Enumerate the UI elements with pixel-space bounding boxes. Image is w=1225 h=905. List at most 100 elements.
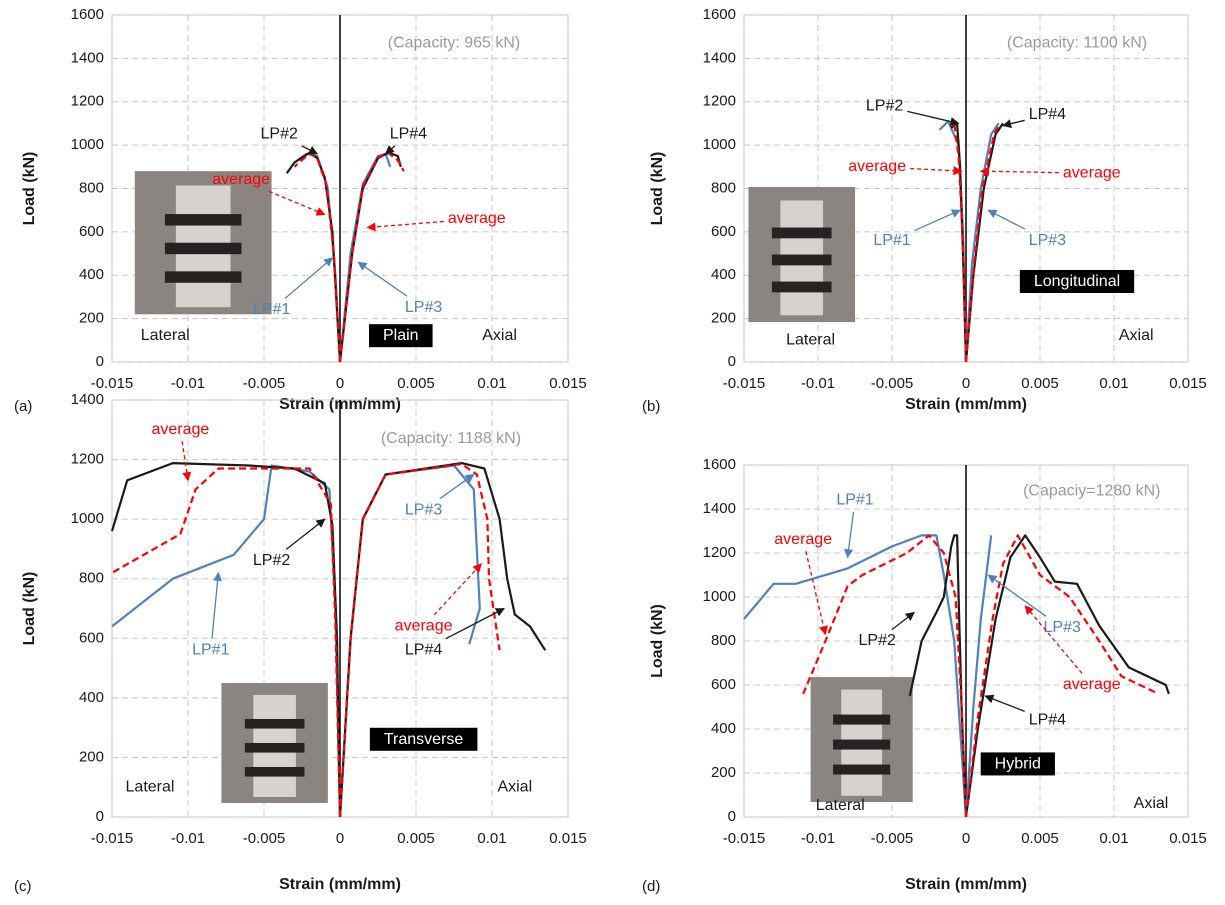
photo-band — [244, 766, 305, 777]
y-tick-label: 200 — [711, 310, 736, 327]
series-label: LP#3 — [1029, 232, 1066, 249]
series-label: average — [448, 210, 506, 227]
panel-label: (b) — [642, 398, 660, 415]
label-arrow — [1024, 605, 1083, 674]
data-line — [953, 123, 968, 363]
y-tick-label: 1000 — [703, 588, 736, 605]
series-label: LP#3 — [405, 299, 442, 316]
data-line — [293, 152, 342, 363]
region-label: Lateral — [816, 797, 865, 814]
y-tick-label: 1400 — [71, 391, 104, 408]
x-tick-label: 0.005 — [397, 830, 435, 847]
mode-label: Plain — [383, 327, 419, 344]
y-tick-label: 0 — [96, 353, 104, 370]
label-arrow — [181, 441, 192, 482]
data-line — [964, 535, 993, 818]
x-tick-label: -0.015 — [91, 375, 134, 392]
photo-band — [164, 214, 242, 226]
label-arrow — [285, 518, 326, 550]
y-tick-label: 1400 — [703, 49, 736, 66]
label-arrow — [984, 694, 1025, 712]
y-tick-label: 200 — [711, 764, 736, 781]
mode-label: Hybrid — [995, 755, 1041, 772]
series-label: LP#2 — [859, 632, 896, 649]
y-tick-label: 1200 — [71, 451, 104, 468]
series-label: LP#4 — [1029, 711, 1066, 728]
label-arrow — [445, 607, 505, 640]
y-tick-label: 1400 — [71, 49, 104, 66]
x-tick-label: 0.01 — [477, 375, 506, 392]
data-line — [964, 122, 1000, 363]
specimen-photo — [748, 186, 855, 323]
y-tick-label: 1000 — [703, 136, 736, 153]
mode-box — [980, 752, 1055, 776]
y-tick-label: 1400 — [703, 500, 736, 517]
label-arrow — [439, 473, 475, 500]
x-tick-label: 0.015 — [1169, 375, 1207, 392]
region-label: Axial — [1134, 795, 1169, 812]
y-tick-label: 800 — [711, 632, 736, 649]
data-line — [338, 152, 405, 363]
mode-box — [369, 727, 478, 751]
specimen-photo — [810, 677, 913, 803]
series-label: LP#2 — [261, 126, 298, 143]
label-arrow — [301, 145, 319, 155]
y-tick-label: 800 — [79, 179, 104, 196]
region-label: Axial — [497, 778, 532, 795]
y-tick-label: 1000 — [71, 510, 104, 527]
label-arrow — [211, 571, 223, 639]
panel-label: (c) — [14, 878, 32, 895]
x-tick-label: -0.015 — [91, 830, 134, 847]
region-label: Axial — [482, 327, 517, 344]
label-arrow — [1002, 119, 1025, 129]
mode-box — [369, 324, 433, 348]
x-tick-label: 0 — [962, 830, 970, 847]
region-label: Lateral — [126, 778, 175, 795]
y-tick-label: 1200 — [703, 544, 736, 561]
series-label: LP#3 — [405, 501, 442, 518]
label-arrow — [805, 551, 828, 636]
label-arrow — [357, 261, 408, 297]
series-label: LP#4 — [405, 641, 442, 658]
data-line — [964, 122, 1004, 363]
series-label: LP#2 — [866, 97, 903, 114]
series-label: LP#4 — [1029, 106, 1066, 123]
label-arrow — [384, 145, 396, 155]
region-label: Lateral — [141, 327, 190, 344]
capacity-note: (Capaciy=1280 kN) — [1023, 483, 1160, 500]
y-tick-label: 200 — [79, 748, 104, 765]
y-tick-label: 0 — [728, 808, 736, 825]
x-tick-label: -0.01 — [171, 375, 205, 392]
mode-label: Longitudinal — [1034, 273, 1120, 290]
y-tick-label: 800 — [711, 179, 736, 196]
photo-band — [244, 718, 305, 729]
label-arrow — [268, 190, 326, 216]
y-axis-title: Load (kN) — [21, 572, 38, 646]
label-arrow — [987, 209, 1026, 230]
series-label: average — [212, 171, 270, 188]
series-label: average — [1063, 165, 1121, 182]
series-label: average — [774, 531, 832, 548]
photo-band — [833, 739, 891, 750]
y-tick-label: 600 — [79, 629, 104, 646]
y-tick-label: 600 — [711, 676, 736, 693]
data-line — [802, 534, 968, 818]
x-tick-label: 0.015 — [1169, 830, 1207, 847]
label-arrow — [844, 511, 855, 559]
x-tick-label: -0.005 — [243, 830, 286, 847]
x-tick-label: 0.01 — [477, 830, 506, 847]
y-tick-label: 400 — [79, 689, 104, 706]
y-tick-label: 200 — [79, 310, 104, 327]
y-tick-label: 0 — [728, 353, 736, 370]
x-tick-label: -0.01 — [171, 830, 205, 847]
x-tick-label: -0.015 — [723, 830, 766, 847]
label-arrow — [366, 220, 444, 232]
x-tick-label: 0 — [962, 375, 970, 392]
y-tick-label: 1000 — [71, 136, 104, 153]
photo-band — [771, 227, 832, 239]
data-line — [743, 534, 968, 818]
capacity-note: (Capacity: 1100 kN) — [1007, 34, 1147, 51]
x-tick-label: 0 — [336, 830, 344, 847]
series-label: average — [395, 618, 453, 635]
photo-band — [164, 271, 242, 283]
